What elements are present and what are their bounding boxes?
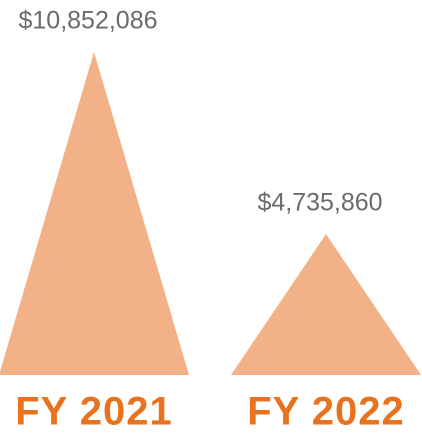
value-label: $10,852,086 (18, 7, 157, 35)
category-label: FY 2022 (247, 390, 405, 434)
value-label: $4,735,860 (257, 189, 382, 217)
triangle-bar (0, 52, 189, 375)
triangle-bar (231, 234, 421, 375)
category-label: FY 2021 (15, 390, 173, 434)
